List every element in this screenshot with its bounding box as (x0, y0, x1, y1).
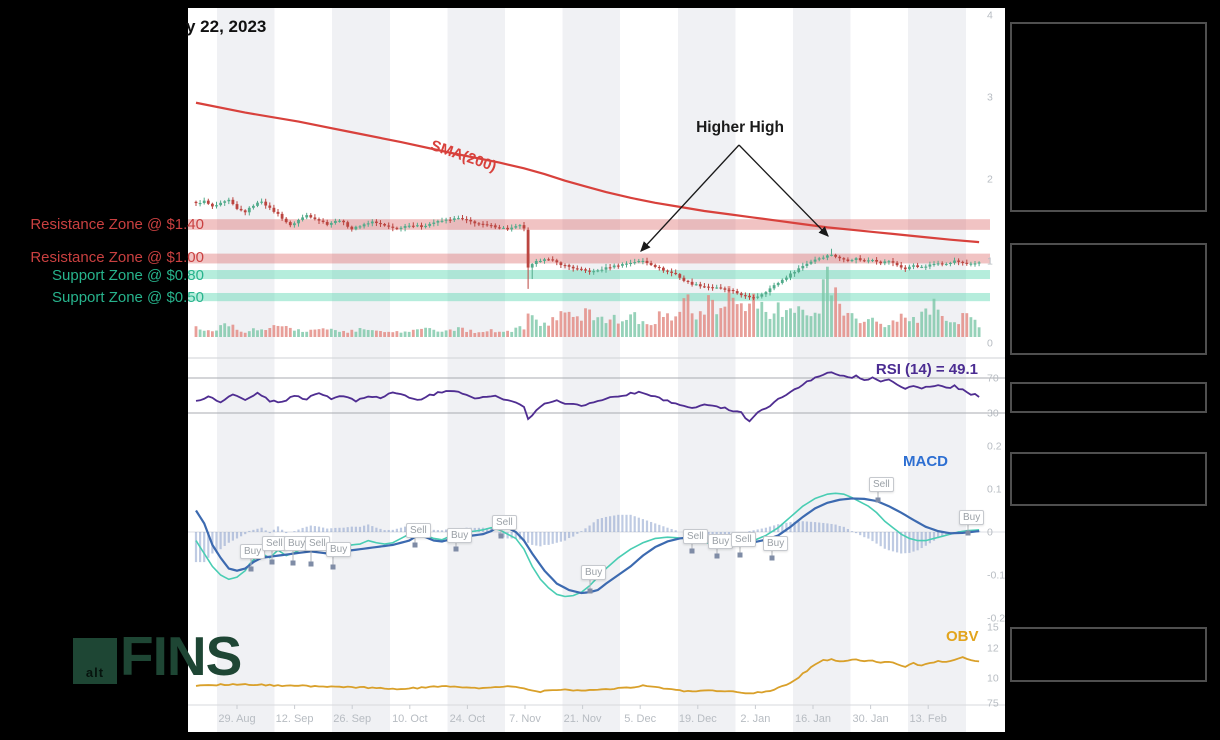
x-axis-tick: 21. Nov (564, 713, 602, 725)
x-axis-tick: 29. Aug (218, 713, 255, 725)
support-zone-label-0-50: Support Zone @ $0.50 (52, 289, 204, 306)
y-axis-tick: 15 (987, 622, 999, 634)
panel-grid-lines (188, 357, 1005, 706)
trade-signal-tag-buy: Buy (240, 544, 266, 559)
altfins-logo-mark: alt (73, 638, 117, 684)
y-axis-tick: 0 (987, 338, 993, 350)
sma-200-line (195, 101, 980, 244)
trade-signal-tag-buy: Buy (447, 528, 473, 543)
rsi-indicator-label: RSI (14) = 49.1 (875, 361, 978, 378)
x-axis-tick: 12. Sep (276, 713, 314, 725)
trade-signal-tag-sell: Sell (683, 529, 708, 544)
resistance-zone-label-1-00: Resistance Zone @ $1.00 (30, 249, 204, 266)
redacted-panel-box (1010, 452, 1207, 506)
y-axis-tick: 3 (987, 92, 993, 104)
redacted-panel-box (1010, 22, 1207, 212)
resistance-zone-label-1-40: Resistance Zone @ $1.40 (30, 216, 204, 233)
altfins-logo-fins-text: FINS (120, 625, 242, 687)
y-axis-tick: 30 (987, 408, 999, 420)
redacted-panel-box (1010, 627, 1207, 682)
candlestick-series (194, 197, 981, 301)
volume-bars (194, 266, 981, 337)
redacted-panel-box (1010, 382, 1207, 413)
x-axis-tick: 24. Oct (450, 713, 485, 725)
trade-signal-tag-sell: Sell (731, 532, 756, 547)
y-axis-tick: 0.2 (987, 441, 1002, 453)
x-axis-tick: 26. Sep (333, 713, 371, 725)
trade-signal-tag-sell: Sell (869, 477, 894, 492)
y-axis-tick: 1 (987, 256, 993, 268)
x-axis-tick: 16. Jan (795, 713, 831, 725)
y-axis-tick: 10 (987, 673, 999, 685)
higher-high-arrows (640, 144, 829, 252)
trade-signal-tag-buy: Buy (708, 534, 734, 549)
y-axis-tick: 0 (987, 527, 993, 539)
y-axis-tick: -0.1 (987, 570, 1005, 582)
left-black-overlay (0, 0, 188, 740)
chart-canvas[interactable] (188, 8, 1005, 732)
price-zones (188, 219, 990, 302)
trade-signal-tag-buy: Buy (763, 536, 789, 551)
y-axis-tick: 75 (987, 698, 999, 710)
redacted-panel-box (1010, 243, 1207, 355)
trade-signal-tag-buy: Buy (959, 510, 985, 525)
trade-signal-tag-sell: Sell (406, 523, 431, 538)
x-axis-tick: 30. Jan (853, 713, 889, 725)
obv-line (195, 656, 980, 695)
trade-signal-tag-sell: Sell (492, 515, 517, 530)
y-axis-tick: 12 (987, 643, 999, 655)
trade-signal-markers (248, 490, 971, 594)
y-axis-tick: 0.1 (987, 484, 1002, 496)
y-axis-tick: 4 (987, 10, 993, 22)
higher-high-annotation: Higher High (696, 119, 784, 136)
x-axis-tick: 13. Feb (910, 713, 947, 725)
x-axis-tick: 19. Dec (679, 713, 717, 725)
trade-signal-tag-buy: Buy (581, 565, 607, 580)
y-axis-tick: 2 (987, 174, 993, 186)
altfins-logo-alt-text: alt (85, 665, 105, 680)
y-axis-tick: 70 (987, 373, 999, 385)
rsi-line (195, 371, 980, 423)
x-axis-tick: 2. Jan (740, 713, 770, 725)
y-axis-tick: -0.2 (987, 613, 1005, 625)
date-label: y 22, 2023 (186, 17, 267, 36)
support-zone-label-0-80: Support Zone @ $0.80 (52, 267, 204, 284)
x-axis-tick: 10. Oct (392, 713, 427, 725)
macd-indicator-label: MACD (903, 453, 948, 470)
trade-signal-tag-buy: Buy (326, 542, 352, 557)
right-black-panel (1005, 0, 1220, 740)
altfins-logo: alt FINS (73, 625, 243, 690)
x-axis-tick: 5. Dec (624, 713, 656, 725)
x-axis: 29. Aug 12. Sep 26. Sep 10. Oct 24. Oct 7. No… (218, 705, 947, 725)
obv-indicator-label: OBV (946, 628, 979, 645)
trade-signal-tag-sell: Sell (262, 536, 287, 551)
x-axis-tick: 7. Nov (509, 713, 541, 725)
